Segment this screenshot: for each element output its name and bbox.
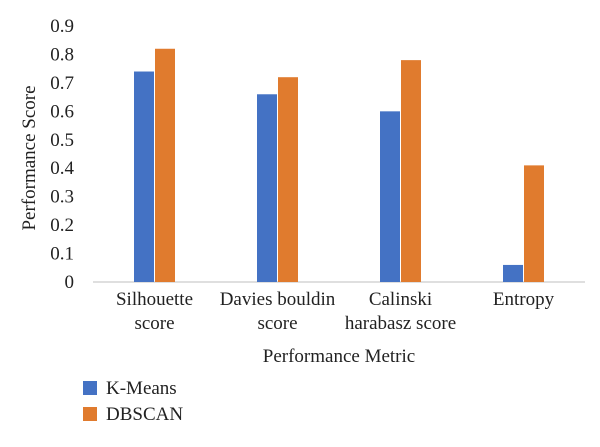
x-axis-categories: Silhouette score Davies bouldin score Calins… bbox=[116, 289, 555, 334]
bar-k-means bbox=[503, 264, 523, 282]
x-category-label: score bbox=[257, 313, 297, 334]
x-category-label: Calinski bbox=[369, 289, 432, 310]
bar-dbscan bbox=[155, 48, 175, 282]
bar-k-means bbox=[380, 111, 400, 282]
y-tick-label: 0.5 bbox=[50, 130, 74, 151]
x-category-label: Davies bouldin bbox=[220, 289, 336, 310]
y-tick-label: 0.1 bbox=[50, 244, 74, 265]
bar-k-means bbox=[134, 71, 154, 282]
y-axis-ticks: 0 0.1 0.2 0.3 0.4 0.5 0.6 0.7 0.8 0.9 bbox=[50, 16, 74, 293]
y-tick-label: 0.6 bbox=[50, 101, 74, 122]
y-tick-label: 0.8 bbox=[50, 44, 74, 65]
x-category-label: Entropy bbox=[493, 289, 555, 310]
y-tick-label: 0 bbox=[65, 272, 75, 293]
y-tick-label: 0.7 bbox=[50, 73, 74, 94]
bar-dbscan bbox=[524, 165, 544, 282]
x-category-label: score bbox=[134, 313, 174, 334]
x-category-label: Silhouette bbox=[116, 289, 193, 310]
bar-dbscan bbox=[401, 60, 421, 283]
y-tick-label: 0.4 bbox=[50, 158, 74, 179]
legend-swatch bbox=[83, 407, 97, 421]
y-tick-label: 0.2 bbox=[50, 215, 74, 236]
bar-dbscan bbox=[278, 77, 298, 282]
y-axis-title: Performance Score bbox=[19, 85, 40, 230]
y-tick-label: 0.9 bbox=[50, 16, 74, 37]
x-category-label: harabasz score bbox=[345, 313, 456, 334]
bar-k-means bbox=[257, 94, 277, 283]
x-axis-title: Performance Metric bbox=[263, 346, 415, 367]
legend-label: K-Means bbox=[106, 378, 177, 399]
bars bbox=[134, 48, 544, 283]
legend: K-Means DBSCAN bbox=[83, 378, 183, 425]
y-tick-label: 0.3 bbox=[50, 187, 74, 208]
legend-swatch bbox=[83, 381, 97, 395]
legend-label: DBSCAN bbox=[106, 404, 183, 425]
